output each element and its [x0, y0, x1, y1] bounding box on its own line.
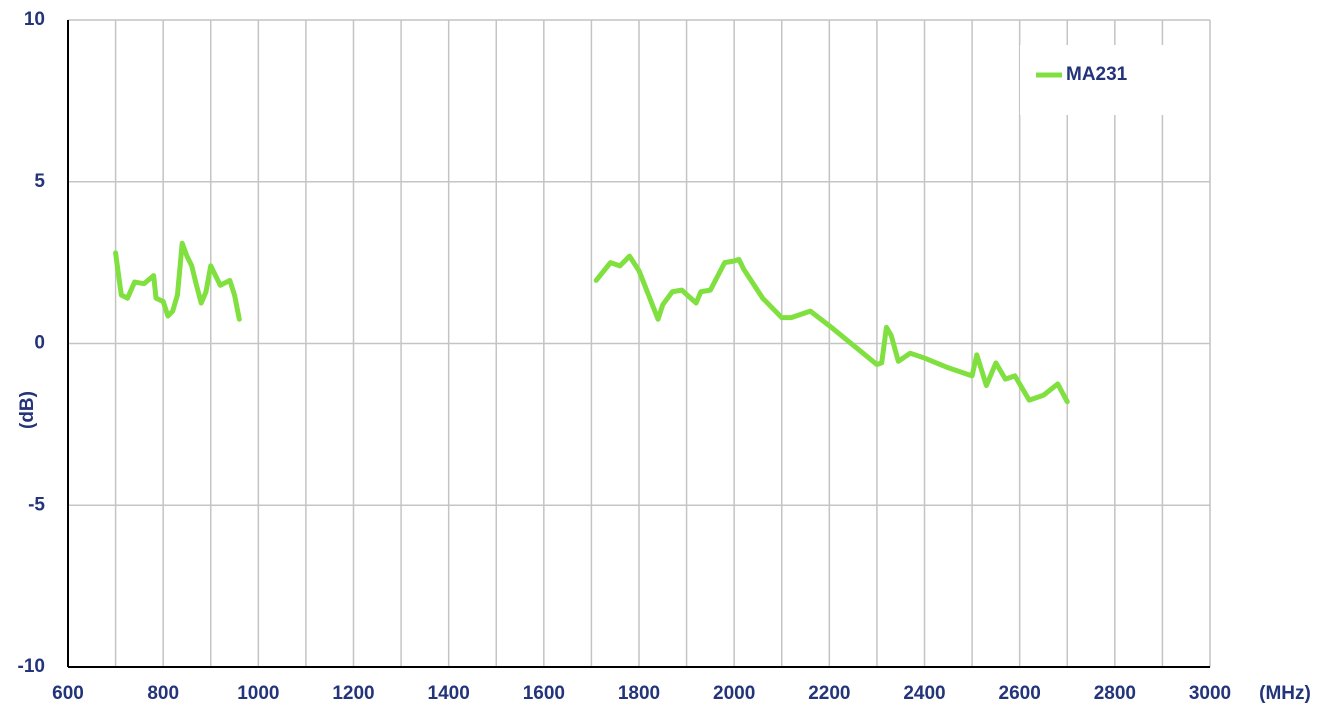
y-tick-label: 5 — [34, 171, 45, 192]
x-tick-label: 1600 — [523, 683, 565, 704]
y-tick-label: -5 — [28, 494, 45, 515]
y-tick-label: -10 — [18, 656, 45, 677]
x-tick-label: 3000 — [1189, 683, 1231, 704]
x-axis-label: (MHz) — [1259, 683, 1311, 704]
y-tick-label: 10 — [24, 9, 45, 30]
x-tick-label: 2200 — [808, 683, 850, 704]
legend-label: MA231 — [1066, 64, 1128, 85]
x-tick-label: 600 — [52, 683, 84, 704]
x-tick-label: 2000 — [713, 683, 755, 704]
x-tick-label: 2400 — [903, 683, 945, 704]
x-tick-label: 800 — [147, 683, 179, 704]
x-tick-label: 2600 — [999, 683, 1041, 704]
x-tick-label: 1400 — [428, 683, 470, 704]
data-line — [113, 240, 1070, 405]
x-tick-label: 1000 — [237, 683, 279, 704]
x-tick-label: 1200 — [332, 683, 374, 704]
legend-box — [1020, 45, 1190, 115]
y-axis-label: (dB) — [17, 391, 38, 429]
y-tick-label: 0 — [34, 333, 45, 354]
x-tick-label: 2800 — [1094, 683, 1136, 704]
x-tick-label: 1800 — [618, 683, 660, 704]
